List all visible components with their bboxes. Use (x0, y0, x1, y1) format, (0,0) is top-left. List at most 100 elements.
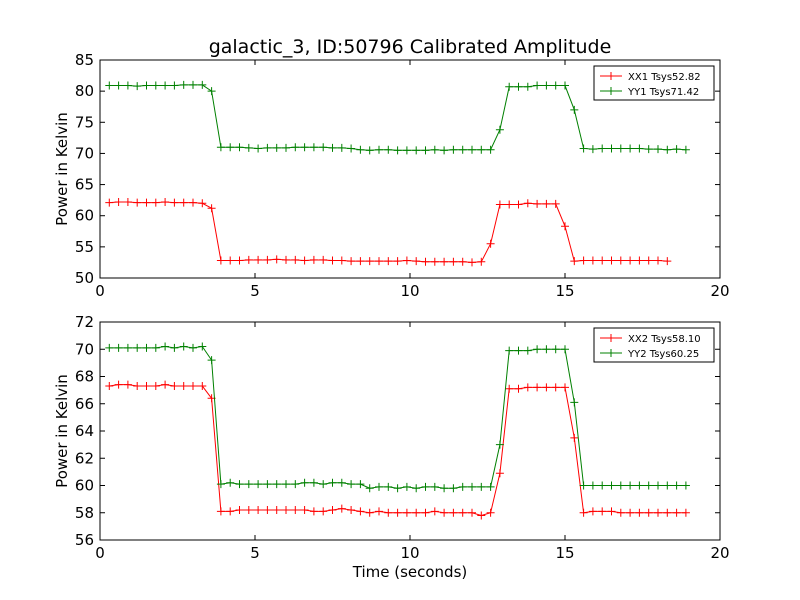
bottom-data-point (142, 343, 151, 352)
bottom-data-point (291, 480, 300, 489)
top-data-point (579, 144, 588, 153)
bottom-x-tick-label: 0 (95, 544, 105, 562)
bottom-data-point (170, 382, 179, 391)
top-data-point (282, 143, 290, 152)
top-data-point (607, 256, 616, 265)
bottom-data-point (402, 482, 411, 491)
top-data-point (505, 200, 514, 209)
bottom-data-point (263, 506, 272, 515)
bottom-legend-label: XX2 Tsys58.10 (628, 334, 701, 345)
bottom-data-point (644, 481, 653, 490)
bottom-data-point (495, 469, 504, 478)
bottom-data-point (235, 506, 244, 515)
top-data-point (402, 146, 411, 155)
top-data-point (309, 143, 318, 152)
top-data-point (514, 200, 523, 209)
top-data-point (356, 257, 365, 266)
top-data-point (626, 144, 635, 153)
bottom-y-axis-label: Power in Kelvin (53, 374, 71, 488)
top-data-point (198, 80, 207, 89)
bottom-data-point (588, 507, 597, 516)
bottom-y-tick-label: 70 (75, 340, 94, 358)
bottom-data-point (375, 482, 383, 491)
top-data-point (672, 145, 681, 154)
top-data-point (272, 255, 281, 264)
top-data-point (198, 199, 207, 208)
top-data-point (282, 255, 290, 264)
top-y-tick-label: 50 (75, 269, 94, 287)
top-data-point (421, 146, 430, 155)
bottom-data-point (393, 484, 402, 493)
top-x-tick-label: 5 (250, 282, 260, 300)
bottom-data-point (189, 382, 197, 391)
bottom-data-point (244, 506, 253, 515)
top-legend: XX1 Tsys52.82 YY1 Tsys71.42 (593, 65, 715, 101)
bottom-data-point (616, 508, 625, 517)
top-data-point (412, 146, 421, 155)
bottom-data-point (468, 508, 476, 517)
top-data-point (207, 87, 216, 96)
top-y-tick-label: 85 (75, 51, 94, 69)
top-data-point (123, 198, 132, 207)
bottom-data-point (161, 380, 170, 389)
bottom-data-point (654, 508, 662, 517)
bottom-data-point (356, 507, 365, 516)
top-data-point (151, 198, 160, 207)
bottom-data-point (254, 480, 263, 489)
bottom-x-axis-label: Time (seconds) (352, 563, 468, 581)
top-data-point (616, 144, 625, 153)
top-data-point (533, 199, 542, 208)
top-x-tick-label: 10 (400, 282, 419, 300)
bottom-data-point (170, 343, 179, 352)
top-series-2 (105, 80, 690, 155)
bottom-data-point (393, 508, 402, 517)
top-data-point (142, 198, 151, 207)
top-data-point (216, 143, 225, 152)
top-data-point (440, 146, 449, 155)
top-data-point (226, 143, 235, 152)
top-data-point (551, 199, 560, 208)
top-data-point (375, 145, 383, 154)
bottom-data-point (384, 508, 393, 517)
bottom-data-point (440, 508, 449, 517)
top-legend-label: XX1 Tsys52.82 (628, 72, 701, 83)
bottom-data-point (179, 382, 188, 391)
bottom-data-point (337, 504, 346, 513)
top-data-point (588, 145, 597, 154)
bottom-data-point (430, 507, 439, 516)
top-data-point (579, 256, 588, 265)
top-data-point (681, 145, 690, 154)
bottom-y-tick-label: 60 (75, 477, 94, 495)
bottom-data-point (523, 383, 532, 392)
bottom-data-point (412, 484, 421, 493)
bottom-data-point (468, 482, 476, 491)
top-data-point (114, 81, 123, 90)
top-data-point (626, 256, 635, 265)
top-data-point (663, 145, 672, 154)
bottom-data-point (123, 343, 132, 352)
top-data-point (328, 143, 337, 152)
bottom-y-tick-label: 56 (75, 531, 94, 549)
bottom-data-point (402, 508, 411, 517)
bottom-data-point (151, 343, 160, 352)
top-data-point (365, 146, 374, 155)
top-data-point (458, 257, 467, 266)
bottom-data-point (347, 480, 356, 489)
bottom-legend-marker (607, 349, 615, 357)
bottom-data-point (105, 382, 114, 391)
bottom-data-point (681, 481, 690, 490)
bottom-data-point (523, 346, 532, 355)
chart-title: galactic_3, ID:50796 Calibrated Amplitud… (209, 36, 612, 58)
bottom-data-point (505, 384, 514, 393)
top-y-tick-label: 75 (75, 113, 94, 131)
top-data-point (161, 198, 170, 207)
top-data-point (514, 82, 523, 91)
top-data-point (133, 82, 142, 91)
top-data-point (486, 239, 495, 248)
bottom-legend-label: YY2 Tsys60.25 (627, 349, 699, 360)
top-data-point (616, 256, 625, 265)
bottom-y-tick-label: 68 (75, 368, 94, 386)
bottom-data-point (151, 382, 160, 391)
bottom-data-point (254, 506, 263, 515)
